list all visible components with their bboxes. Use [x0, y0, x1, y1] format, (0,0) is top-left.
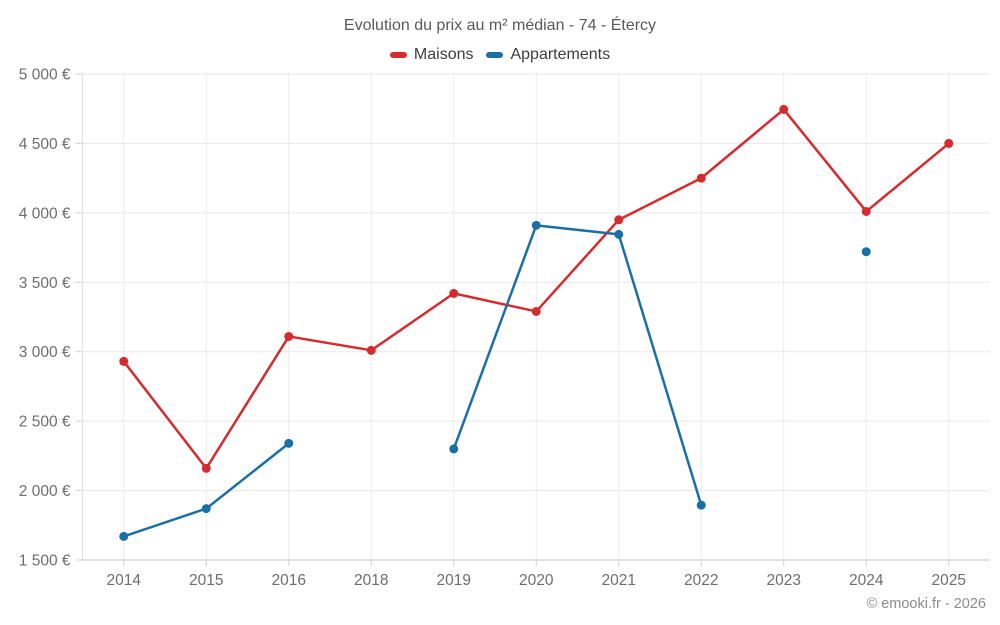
- data-point-appartements-2022: [696, 500, 706, 510]
- y-axis-label: 4 500 €: [19, 136, 71, 153]
- legend-swatch: [486, 52, 504, 58]
- y-axis-label: 2 000 €: [19, 483, 71, 500]
- chart-legend: Maisons Appartements: [0, 46, 1000, 64]
- y-axis-label: 3 000 €: [19, 344, 71, 361]
- legend-swatch: [389, 52, 407, 58]
- x-axis-label: 2018: [354, 572, 388, 589]
- data-point-appartements-2024: [861, 247, 871, 257]
- x-axis-label: 2023: [767, 572, 801, 589]
- chart-title: Evolution du prix au m² médian - 74 - Ét…: [343, 17, 657, 34]
- data-point-maisons-2016: [284, 331, 294, 341]
- data-point-maisons-2023: [779, 104, 789, 114]
- legend-item-maisons[interactable]: Maisons: [389, 46, 474, 64]
- data-point-maisons-2024: [861, 206, 871, 216]
- x-axis-label: 2019: [437, 572, 471, 589]
- y-axis-label: 3 500 €: [19, 275, 71, 292]
- data-point-maisons-2021: [614, 215, 624, 225]
- x-axis-label: 2020: [519, 572, 554, 589]
- x-axis-label: 2025: [932, 572, 966, 589]
- legend-label: Maisons: [413, 46, 474, 63]
- data-point-maisons-2020: [531, 306, 541, 316]
- data-point-appartements-2019: [449, 444, 459, 454]
- y-axis-label: 5 000 €: [19, 67, 71, 84]
- data-point-appartements-2021: [614, 229, 624, 239]
- data-point-appartements-2016: [284, 438, 294, 448]
- x-axis-label: 2021: [602, 572, 636, 589]
- data-point-appartements-2014: [119, 531, 129, 541]
- y-axis-label: 4 000 €: [19, 205, 71, 222]
- x-axis-label: 2024: [849, 572, 884, 589]
- data-point-maisons-2025: [944, 138, 954, 148]
- data-point-maisons-2018: [366, 345, 376, 355]
- legend-item-appartements[interactable]: Appartements: [486, 46, 610, 64]
- data-point-appartements-2020: [531, 220, 541, 230]
- data-point-maisons-2014: [119, 356, 129, 366]
- x-axis-label: 2016: [272, 572, 306, 589]
- legend-label: Appartements: [510, 46, 611, 63]
- data-point-maisons-2015: [201, 463, 211, 473]
- data-point-maisons-2022: [696, 173, 706, 183]
- data-point-appartements-2015: [201, 504, 211, 514]
- y-axis-label: 1 500 €: [19, 553, 71, 570]
- x-axis-label: 2022: [684, 572, 718, 589]
- x-axis-label: 2015: [189, 572, 223, 589]
- y-axis-label: 2 500 €: [19, 414, 71, 431]
- copyright-note: © emooki.fr - 2026: [866, 596, 986, 612]
- data-point-maisons-2019: [449, 288, 459, 298]
- series-line-appartements: [452, 224, 703, 507]
- x-axis-label: 2014: [107, 572, 142, 589]
